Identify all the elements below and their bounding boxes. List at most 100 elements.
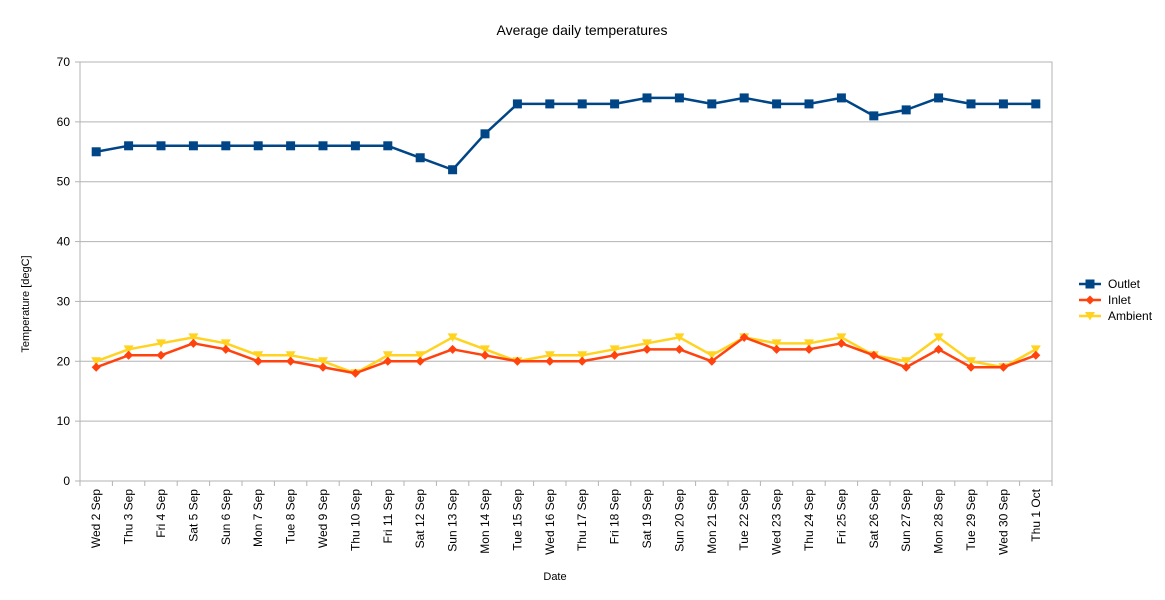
- x-tick-label: Tue 22 Sep: [737, 489, 751, 551]
- x-tick-label: Thu 17 Sep: [575, 489, 589, 551]
- series-ambient: [91, 333, 1041, 378]
- data-point: [836, 333, 847, 342]
- x-tick-label: Fri 25 Sep: [834, 489, 848, 545]
- data-point: [253, 356, 263, 366]
- data-point: [642, 93, 652, 103]
- data-point: [188, 141, 198, 151]
- legend: Outlet Inlet Ambient: [1079, 277, 1153, 323]
- data-point: [512, 99, 522, 109]
- data-point: [124, 350, 134, 360]
- data-point: [836, 93, 846, 103]
- x-tick-label: Thu 3 Sep: [122, 489, 136, 545]
- x-tick-label: Thu 10 Sep: [348, 489, 362, 551]
- data-point: [188, 338, 198, 348]
- data-point: [156, 350, 166, 360]
- data-point: [610, 350, 620, 360]
- y-tick-label: 20: [57, 354, 71, 368]
- data-point: [966, 357, 976, 366]
- x-tick-label: Wed 16 Sep: [543, 489, 557, 555]
- y-tick-label: 10: [57, 414, 71, 428]
- data-point: [577, 99, 587, 109]
- data-point: [221, 344, 231, 354]
- legend-label: Outlet: [1108, 277, 1141, 291]
- legend-item-inlet: Inlet: [1079, 293, 1131, 307]
- data-point: [447, 333, 458, 342]
- data-point: [869, 111, 879, 121]
- x-tick-label: Sun 13 Sep: [446, 489, 460, 552]
- y-tick-label: 0: [63, 474, 70, 488]
- data-point: [221, 141, 231, 151]
- legend-item-outlet: Outlet: [1079, 277, 1141, 291]
- x-tick-label: Wed 2 Sep: [89, 489, 103, 548]
- data-point: [707, 99, 717, 109]
- y-axis-ticks: 0 10 20 30 40 50 60 70: [57, 55, 80, 488]
- x-tick-label: Tue 15 Sep: [510, 489, 524, 551]
- legend-label: Ambient: [1108, 309, 1153, 323]
- x-tick-label: Sun 27 Sep: [899, 489, 913, 552]
- data-point: [382, 351, 393, 360]
- x-tick-label: Mon 14 Sep: [478, 489, 492, 554]
- x-tick-label: Tue 8 Sep: [284, 489, 298, 544]
- data-point: [545, 356, 555, 366]
- data-point: [707, 356, 717, 366]
- chart-title: Average daily temperatures: [497, 22, 668, 38]
- data-point: [642, 344, 652, 354]
- data-point: [998, 99, 1008, 109]
- legend-item-ambient: Ambient: [1079, 309, 1153, 323]
- data-point: [188, 333, 199, 342]
- x-tick-label: Wed 30 Sep: [996, 489, 1010, 555]
- data-point: [772, 99, 782, 109]
- y-tick-label: 60: [57, 115, 71, 129]
- data-point: [480, 129, 490, 139]
- x-tick-label: Mon 7 Sep: [251, 489, 265, 547]
- data-point: [156, 339, 166, 348]
- x-tick-label: Sun 6 Sep: [219, 489, 233, 545]
- x-axis-ticks: Wed 2 Sep Thu 3 Sep Fri 4 Sep Sat 5 Sep Sun …: [79, 481, 1053, 555]
- data-point: [91, 147, 101, 157]
- data-point: [448, 165, 458, 175]
- series-outlet: [91, 93, 1041, 175]
- data-point: [156, 141, 166, 151]
- x-axis-label: Date: [543, 571, 566, 583]
- data-point: [966, 362, 976, 372]
- x-tick-label: Wed 9 Sep: [316, 489, 330, 548]
- data-point: [577, 356, 587, 366]
- data-point: [674, 344, 684, 354]
- data-point: [383, 141, 393, 151]
- x-tick-label: Sun 20 Sep: [672, 489, 686, 552]
- data-point: [836, 338, 846, 348]
- x-tick-label: Mon 28 Sep: [932, 489, 946, 554]
- data-point: [966, 99, 976, 109]
- data-point: [610, 99, 620, 109]
- data-point: [609, 345, 620, 354]
- data-point: [285, 351, 296, 360]
- data-point: [220, 339, 231, 348]
- data-point: [123, 345, 134, 354]
- data-point: [739, 332, 749, 342]
- data-point: [577, 351, 588, 360]
- data-point: [545, 99, 555, 109]
- data-point: [253, 351, 264, 360]
- grid-lines: [80, 121, 1052, 422]
- y-tick-label: 30: [57, 294, 71, 308]
- data-point: [674, 333, 685, 342]
- x-tick-label: Sat 12 Sep: [413, 489, 427, 549]
- data-point: [1031, 350, 1041, 360]
- series-line: [95, 336, 1037, 375]
- data-point: [1031, 99, 1041, 109]
- x-tick-label: Fri 18 Sep: [608, 489, 622, 545]
- data-point: [739, 93, 749, 103]
- data-point: [415, 153, 425, 163]
- data-point: [124, 141, 134, 151]
- data-point: [480, 345, 490, 354]
- data-point: [901, 357, 912, 366]
- data-point: [350, 141, 360, 151]
- data-point: [706, 351, 717, 360]
- data-point: [901, 362, 911, 372]
- data-point: [771, 339, 782, 348]
- legend-marker: [1085, 295, 1095, 305]
- data-point: [415, 356, 425, 366]
- series-line: [95, 96, 1036, 171]
- x-tick-label: Wed 23 Sep: [770, 489, 784, 555]
- x-tick-label: Sat 26 Sep: [867, 489, 881, 549]
